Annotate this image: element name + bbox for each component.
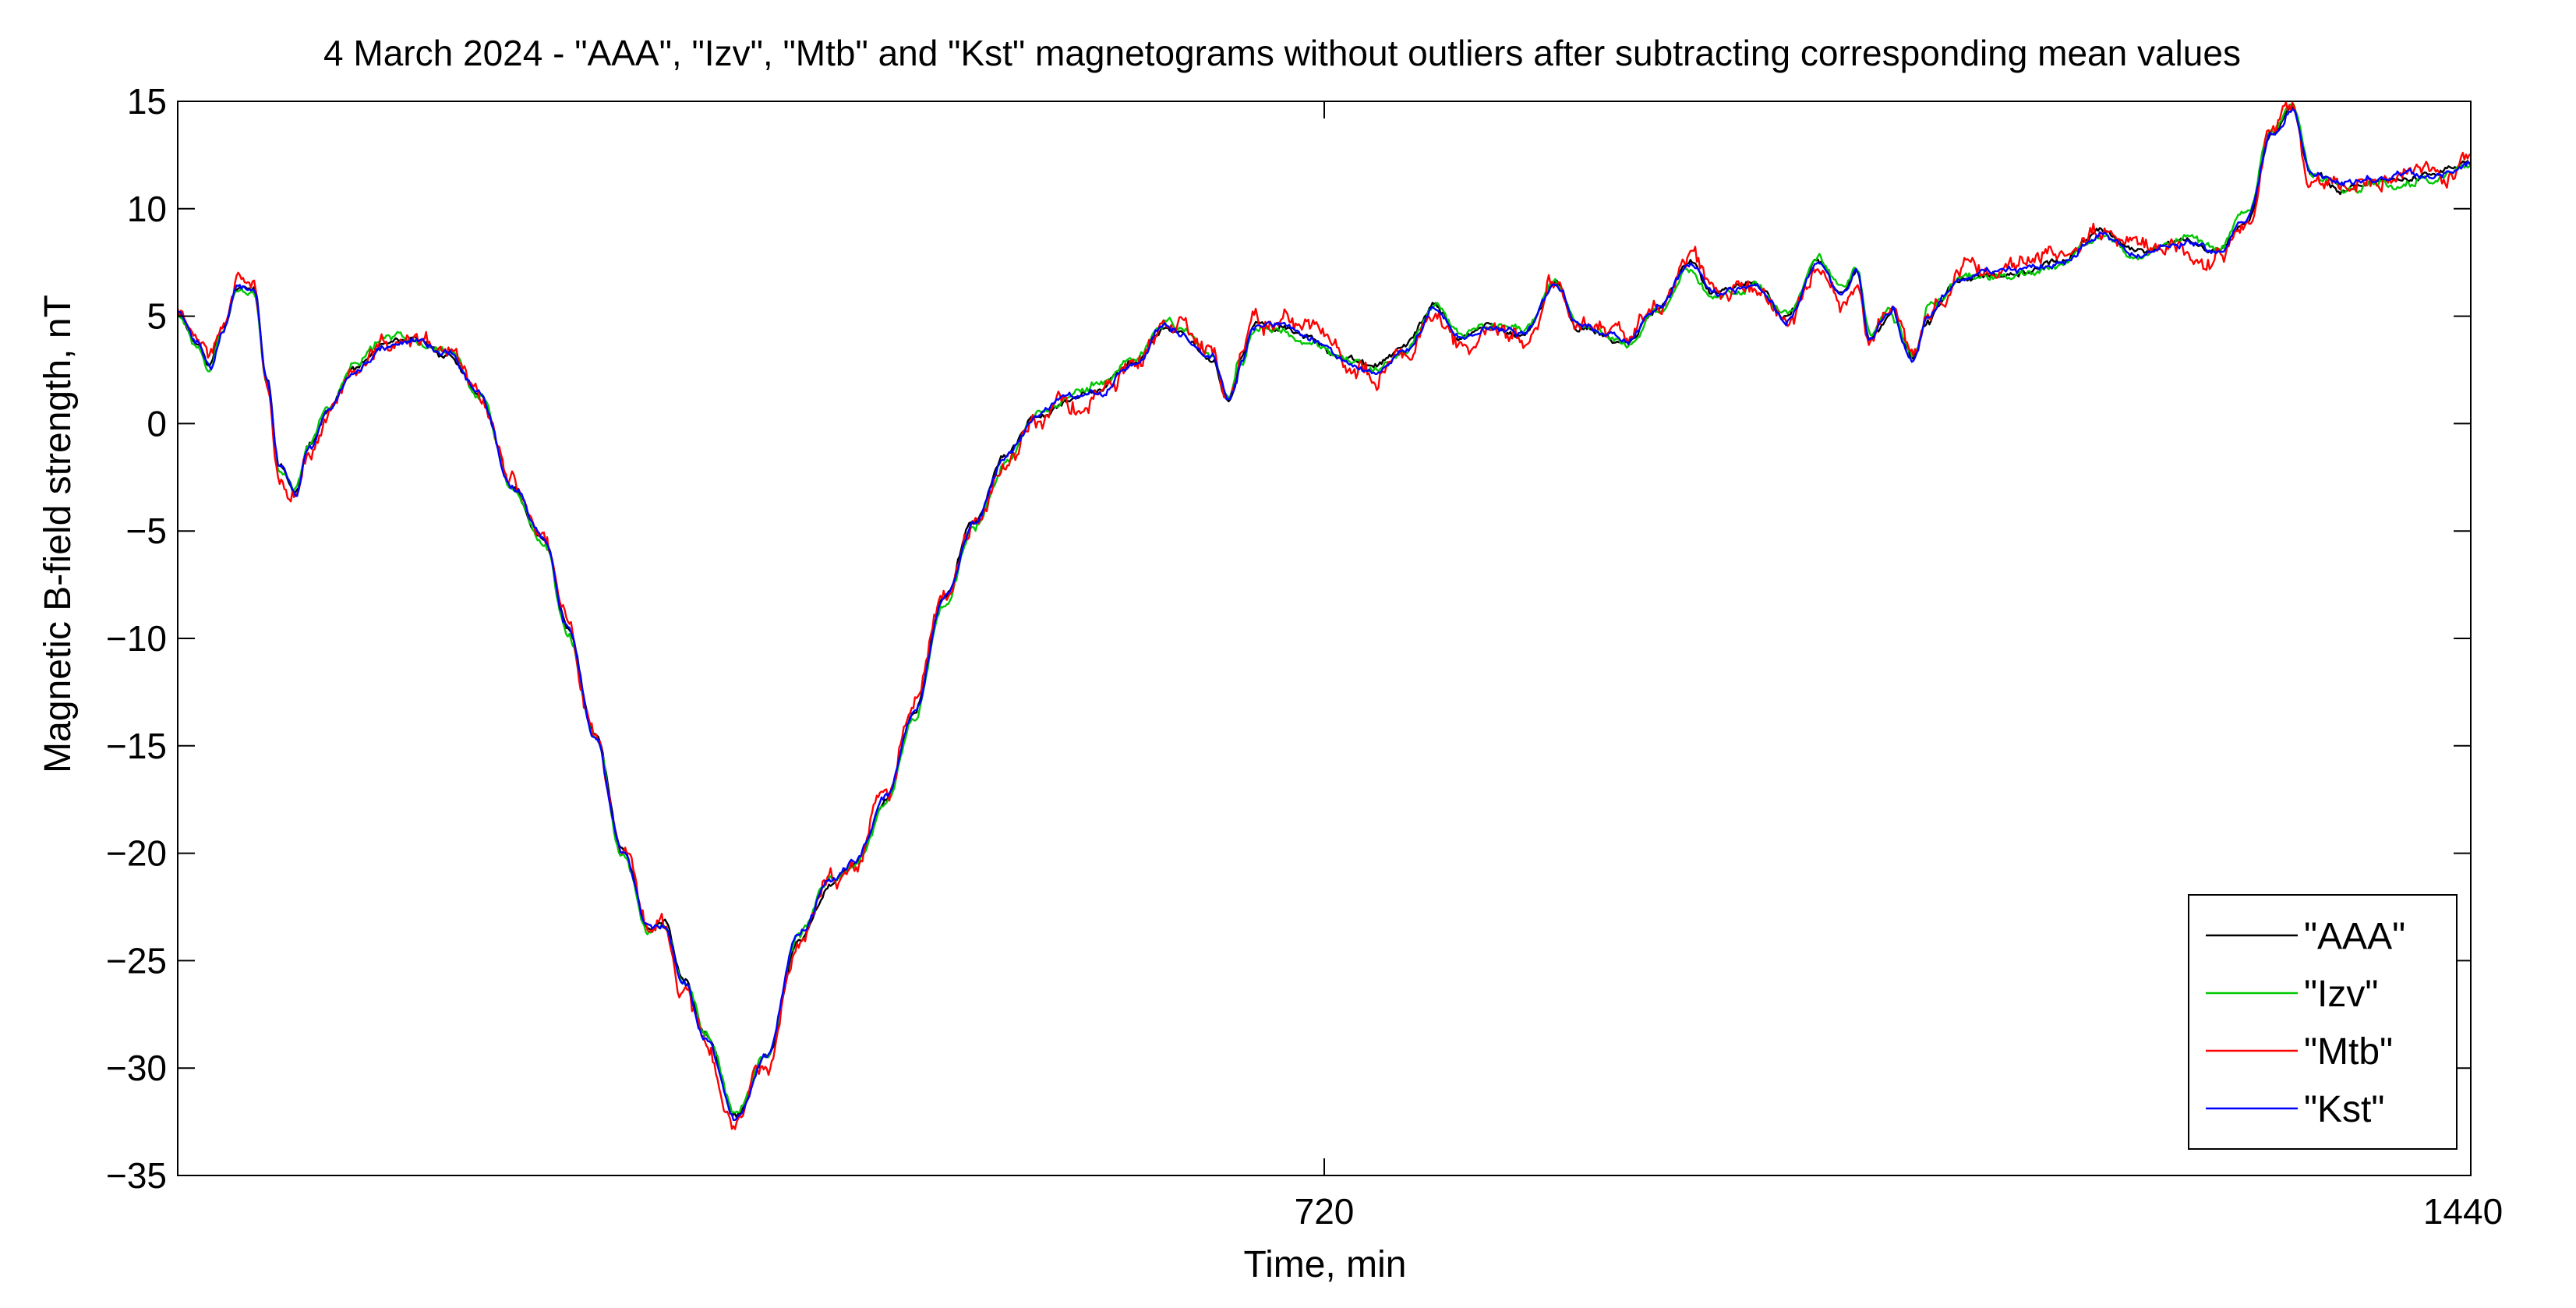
y-tick-label: 10 [127, 189, 167, 229]
y-tick-label: −15 [106, 726, 167, 766]
series-layer [176, 101, 2472, 1130]
legend-label: "Izv" [2304, 974, 2378, 1015]
chart-title: 4 March 2024 - "AAA", "Izv", "Mtb" and "… [323, 33, 2241, 73]
legend: "AAA" "Izv" "Mtb" "Kst" [2188, 894, 2458, 1150]
y-tick-label: −20 [106, 833, 167, 874]
y-tick-label: −5 [126, 511, 167, 551]
x-tick-label: 1440 [2423, 1191, 2503, 1232]
series-line-kst [177, 108, 2472, 1121]
y-tick-label: −30 [106, 1048, 167, 1088]
series-line-mtb [176, 101, 2472, 1130]
legend-label: "Mtb" [2304, 1031, 2393, 1073]
legend-box [2188, 894, 2458, 1150]
y-axis-label: Magnetic B-field strength, nT [37, 295, 79, 773]
y-tick-label: −25 [106, 940, 167, 981]
x-axis-label: Time, min [1244, 1244, 1407, 1285]
y-tick-label: 0 [147, 403, 167, 444]
legend-label: "Kst" [2304, 1089, 2384, 1130]
y-tick-label: −35 [106, 1155, 167, 1196]
x-tick-label: 720 [1295, 1191, 1355, 1232]
legend-label: "AAA" [2304, 916, 2405, 957]
y-tick-label: 5 [147, 296, 167, 337]
axes-layer: 15 10 5 0 −5 −10 −15 −20 −25 −30 −35 720 1440 [106, 81, 2503, 1232]
y-tick-label: −10 [106, 618, 167, 659]
y-tick-label: 15 [127, 81, 167, 122]
